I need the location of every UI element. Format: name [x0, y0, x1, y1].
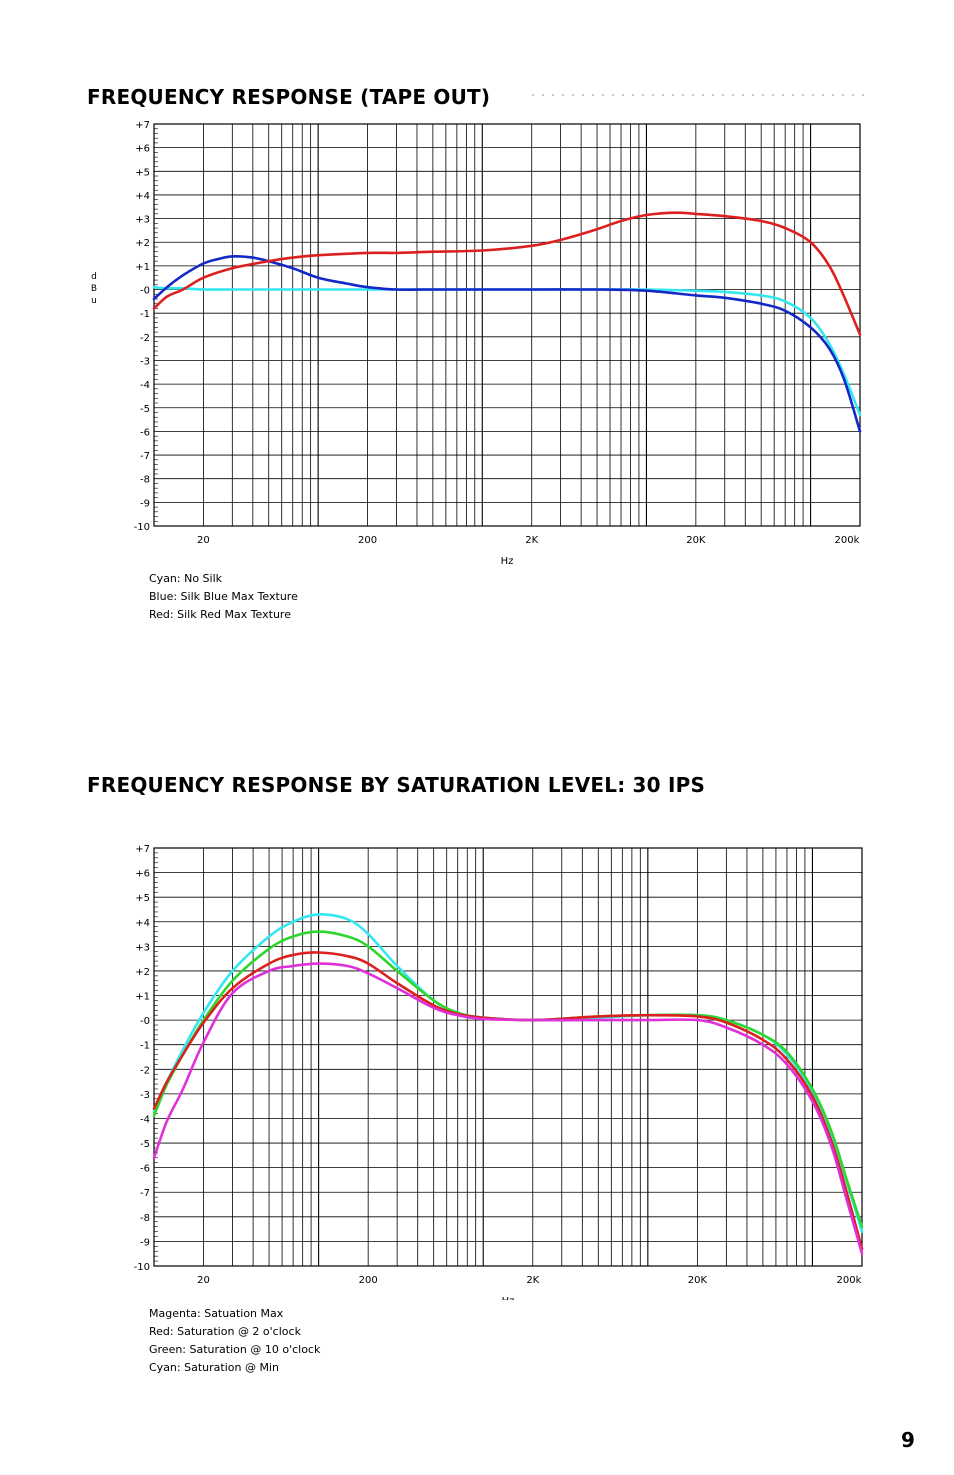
y-tick-label: -9 — [140, 1237, 150, 1248]
y-axis-label-char: B — [91, 284, 97, 294]
y-axis-label: dBu — [91, 272, 97, 306]
y-tick-label: -6 — [140, 427, 150, 438]
legend-entry-cyan: Cyan: No Silk — [149, 572, 223, 585]
y-tick-label: +7 — [135, 844, 150, 855]
y-tick-label: +2 — [135, 238, 150, 249]
grid — [154, 124, 860, 526]
y-tick-label: -3 — [140, 1090, 150, 1101]
legend-entry-blue: Blue: Silk Blue Max Texture — [149, 590, 298, 603]
frequency-response-chart: +7 +6 +5 +4 +3 +2 +1 -0 -1 -2 -3 -4 -5 -6 -7 -8 -9 -10 20 2… — [91, 120, 862, 567]
y-tick-label: +4 — [135, 918, 150, 929]
legend-entry-red: Red: Silk Red Max Texture — [149, 608, 291, 621]
series-line-cyan — [152, 285, 862, 417]
y-tick-label: -0 — [140, 1016, 150, 1027]
y-tick-label: +6 — [135, 144, 150, 155]
y-tick-label: +1 — [135, 262, 150, 273]
y-tick-label: -10 — [134, 522, 150, 533]
x-tick-label: 2K — [525, 535, 538, 546]
y-tick-label: +3 — [135, 942, 150, 953]
y-axis-label-char: d — [91, 272, 97, 282]
x-tick-label: 20K — [686, 535, 706, 546]
y-tick-label: +1 — [135, 992, 150, 1003]
y-axis-label-char: u — [91, 296, 97, 306]
x-tick-label: 20K — [688, 1275, 708, 1286]
y-tick-label: -7 — [140, 1188, 150, 1199]
y-tick-label: -2 — [140, 333, 150, 344]
y-tick-label: -1 — [140, 1041, 150, 1052]
legend-entry-cyan: Cyan: Saturation @ Min — [149, 1361, 279, 1374]
y-tick-label: -8 — [140, 1213, 150, 1224]
dotted-rule — [528, 92, 868, 98]
plot-frame — [153, 123, 861, 527]
legend-entry-green: Green: Saturation @ 10 o'clock — [149, 1343, 321, 1356]
x-tick-label: 200k — [835, 535, 860, 546]
section-title-saturation: FREQUENCY RESPONSE BY SATURATION LEVEL: … — [87, 773, 706, 797]
y-tick-label: +7 — [135, 120, 150, 131]
x-axis-label: Hz — [501, 556, 514, 567]
page-number: 9 — [901, 1428, 915, 1452]
x-tick-label: 2K — [526, 1275, 539, 1286]
x-tick-label: 20 — [197, 1275, 210, 1286]
plot-frame — [153, 847, 863, 1267]
series-line-red — [152, 951, 864, 1251]
y-tick-label: -10 — [134, 1262, 150, 1273]
y-tick-label: +6 — [135, 869, 150, 880]
y-tick-label: +4 — [135, 191, 150, 202]
x-axis-label: Hz — [502, 1296, 515, 1300]
legend: Magenta: Satuation Max Red: Saturation @… — [149, 1305, 320, 1377]
x-tick-label: 200k — [837, 1275, 862, 1286]
y-tick-label: -0 — [140, 286, 150, 297]
y-tick-label: -9 — [140, 498, 150, 509]
y-tick-label: -1 — [140, 309, 150, 320]
legend-entry-magenta: Magenta: Satuation Max — [149, 1307, 284, 1320]
series-line-red — [152, 211, 862, 336]
x-tick-label: 20 — [197, 535, 210, 546]
y-tick-label: +5 — [135, 893, 150, 904]
grid — [154, 848, 862, 1266]
y-tick-label: +5 — [135, 167, 150, 178]
legend-entry-red: Red: Saturation @ 2 o'clock — [149, 1325, 301, 1338]
y-tick-label: -2 — [140, 1065, 150, 1076]
y-tick-label: -8 — [140, 475, 150, 486]
section-title-tape-out: FREQUENCY RESPONSE (TAPE OUT) — [87, 85, 491, 109]
y-tick-label: -6 — [140, 1164, 150, 1175]
y-tick-label: -4 — [140, 380, 150, 391]
x-tick-label: 200 — [359, 1275, 378, 1286]
y-tick-label: +2 — [135, 967, 150, 978]
y-tick-label: +3 — [135, 215, 150, 226]
series-line-cyan — [152, 913, 864, 1233]
y-tick-label: -3 — [140, 356, 150, 367]
x-tick-label: 200 — [358, 535, 377, 546]
saturation-response-chart: +7 +6 +5 +4 +3 +2 +1 -0 -1 -2 -3 -4 -5 -6 -7 -8 -9 -10 20 2… — [134, 844, 864, 1300]
y-tick-label: -7 — [140, 451, 150, 462]
y-tick-label: -4 — [140, 1114, 150, 1125]
series-line-blue — [152, 255, 862, 433]
y-tick-label: -5 — [140, 1139, 150, 1150]
y-tick-label: -5 — [140, 404, 150, 415]
legend: Cyan: No Silk Blue: Silk Blue Max Textur… — [149, 570, 298, 624]
series-line-magenta — [152, 962, 864, 1255]
